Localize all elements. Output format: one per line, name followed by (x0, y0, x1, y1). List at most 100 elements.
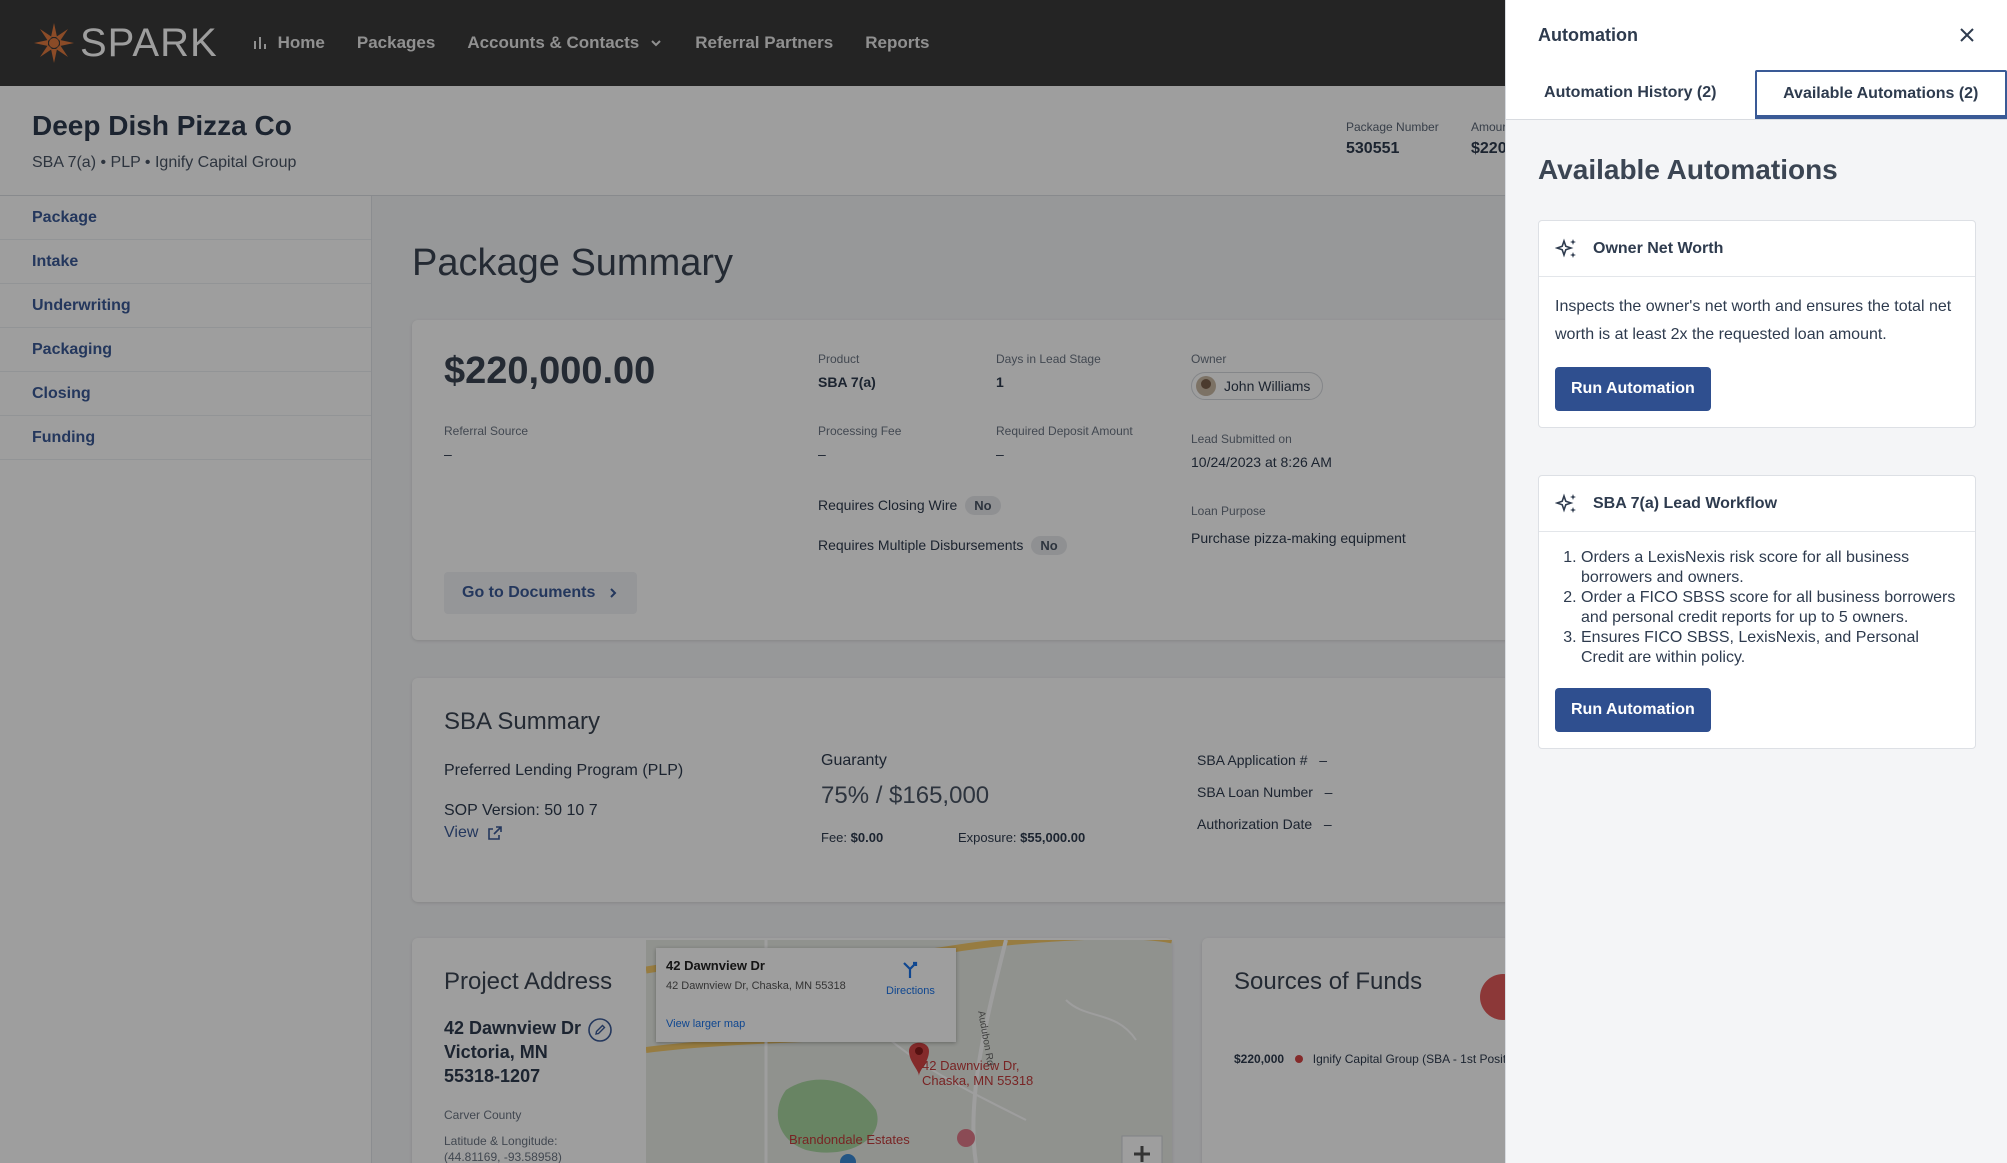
spark-logo[interactable]: SPARK (32, 21, 218, 66)
map-pin-label-line2: Chaska, MN 55318 (922, 1073, 1034, 1088)
automation-title: SBA 7(a) Lead Workflow (1593, 494, 1778, 512)
sba-exposure: Exposure: $55,000.00 (958, 830, 1085, 845)
external-link-icon (488, 826, 503, 840)
automation-description: Inspects the owner's net worth and ensur… (1555, 298, 1952, 343)
submitted-label: Lead Submitted on (1191, 432, 1292, 446)
owner-chip[interactable]: John Williams (1191, 372, 1324, 400)
page-title: Package Summary (412, 242, 734, 284)
address-line1: 42 Dawnview Dr (444, 1018, 582, 1038)
sba-auth-label: Authorization Date (1197, 816, 1313, 832)
days-label: Days in Lead Stage (996, 352, 1101, 366)
map-pin-label: 42 Dawnview Dr, Chaska, MN 55318 (922, 1058, 1033, 1088)
project-address-title: Project Address (444, 968, 613, 995)
processing-fee-label: Processing Fee (818, 424, 902, 438)
address-line3: 55318-1207 (444, 1066, 541, 1086)
sba-loan-value: – (1324, 784, 1333, 800)
guaranty-value: 75% / $165,000 (821, 782, 990, 809)
tab-automation-history[interactable]: Automation History (2) (1544, 84, 1717, 101)
automation-step: Orders a LexisNexis risk score for all b… (1581, 548, 1959, 588)
automation-title: Owner Net Worth (1593, 239, 1724, 257)
automation-steps: Orders a LexisNexis risk score for all b… (1555, 548, 1959, 668)
sparkles-icon (1555, 493, 1576, 513)
package-number-value: 530551 (1346, 140, 1400, 157)
closing-wire-label: Requires Closing Wire (818, 497, 958, 513)
nav-reports[interactable]: Reports (865, 33, 930, 52)
referral-source-label: Referral Source (444, 424, 529, 438)
sidebar-item-package[interactable]: Package (0, 196, 371, 240)
sba-summary-card: SBA Summary Preferred Lending Program (P… (412, 678, 1572, 902)
sop-view-link[interactable]: View (444, 824, 503, 842)
sba-summary-title: SBA Summary (444, 708, 601, 735)
bar-chart-icon (253, 37, 266, 49)
product-value: SBA 7(a) (818, 374, 876, 390)
sidebar-item-intake[interactable]: Intake (0, 240, 371, 284)
address-block: 42 Dawnview Dr Victoria, MN 55318-1207 (444, 1016, 581, 1088)
go-to-documents-label: Go to Documents (462, 584, 596, 601)
available-automations-heading: Available Automations (1538, 154, 1838, 185)
sparkles-icon (1555, 238, 1576, 258)
nav-home[interactable]: Home (252, 33, 325, 53)
referral-source-value: – (444, 446, 452, 462)
package-sidebar: Package Intake Underwriting Packaging Cl… (0, 196, 372, 1163)
nav-accounts-label: Accounts & Contacts (467, 33, 640, 52)
automation-card-header: Owner Net Worth (1539, 221, 1975, 277)
sources-of-funds-title: Sources of Funds (1234, 968, 1423, 995)
deposit-value: – (996, 446, 1004, 462)
loan-amount: $220,000.00 (444, 350, 656, 392)
nav-referral-partners[interactable]: Referral Partners (695, 33, 834, 52)
modal-backdrop[interactable] (0, 0, 1505, 1163)
funds-row: $220,000 Ignify Capital Group (SBA - 1st… (1234, 1052, 1516, 1066)
edit-icon[interactable] (588, 1018, 612, 1042)
processing-fee-value: – (818, 446, 826, 462)
sidebar-item-underwriting[interactable]: Underwriting (0, 284, 371, 328)
package-number-label: Package Number (1346, 120, 1439, 134)
sba-fee-value: $0.00 (850, 830, 884, 845)
disbursements-label: Requires Multiple Disbursements (818, 537, 1024, 553)
view-larger-map-link[interactable]: View larger map (666, 1018, 746, 1030)
package-summary-card: $220,000.00 Referral Source – Product SB… (412, 320, 1572, 640)
sop-view-label: View (444, 824, 479, 841)
package-number: Package Number 530551 (1346, 120, 1439, 158)
disbursements-row: Requires Multiple Disbursements No (818, 536, 1067, 555)
sba-loan-row: SBA Loan Number – (1197, 784, 1332, 800)
close-icon[interactable] (1959, 27, 1975, 43)
sidebar-item-packaging[interactable]: Packaging (0, 328, 371, 372)
map-info-card: 42 Dawnview Dr 42 Dawnview Dr, Chaska, M… (656, 948, 956, 1042)
sba-program: Preferred Lending Program (PLP) (444, 762, 684, 779)
automation-step: Ensures FICO SBSS, LexisNexis, and Perso… (1581, 628, 1959, 668)
nav-packages[interactable]: Packages (356, 33, 436, 52)
company-subtitle: SBA 7(a) • PLP • Ignify Capital Group (32, 154, 297, 171)
automation-panel-header: Automation (1506, 0, 2007, 70)
automation-step: Order a FICO SBSS score for all business… (1581, 588, 1959, 628)
sidebar-item-funding[interactable]: Funding (0, 416, 371, 460)
map-embed[interactable]: 42 Dawnview Dr, Chaska, MN 55318 Brandon… (646, 940, 1172, 1163)
chevron-right-icon (610, 588, 617, 598)
funds-dot (1295, 1055, 1304, 1063)
run-automation-button[interactable]: Run Automation (1555, 367, 1711, 411)
nav-home-label: Home (277, 33, 325, 52)
automation-card-sba-lead-workflow: SBA 7(a) Lead Workflow Orders a LexisNex… (1538, 475, 1976, 749)
automation-panel: Automation Automation History (2) Availa… (1505, 0, 2007, 1163)
automation-body: Orders a LexisNexis risk score for all b… (1539, 532, 1975, 748)
map-info-address: 42 Dawnview Dr, Chaska, MN 55318 (666, 980, 846, 992)
funds-amount: $220,000 (1234, 1052, 1285, 1066)
run-automation-button[interactable]: Run Automation (1555, 688, 1711, 732)
sba-exposure-label: Exposure: (958, 830, 1017, 845)
tab-available-automations[interactable]: Available Automations (2) (1754, 70, 2007, 119)
avatar (1196, 376, 1216, 396)
logo-text: SPARK (80, 20, 218, 65)
sidebar-item-closing[interactable]: Closing (0, 372, 371, 416)
sba-app-label: SBA Application # (1197, 752, 1308, 768)
automation-tabs: Automation History (2) Available Automat… (1506, 70, 2007, 120)
deposit-label: Required Deposit Amount (996, 424, 1133, 438)
sba-auth-value: – (1323, 816, 1332, 832)
package-amount-value: $220 (1471, 140, 1507, 157)
nav-accounts-contacts[interactable]: Accounts & Contacts (467, 33, 663, 53)
map-directions-button[interactable]: Directions (886, 960, 935, 997)
guaranty-label: Guaranty (821, 752, 887, 769)
sba-exposure-value: $55,000.00 (1020, 830, 1086, 845)
chevron-down-icon (651, 40, 661, 47)
sba-auth-row: Authorization Date – (1197, 816, 1332, 832)
closing-wire-badge: No (965, 496, 1001, 515)
go-to-documents-button[interactable]: Go to Documents (444, 572, 638, 614)
